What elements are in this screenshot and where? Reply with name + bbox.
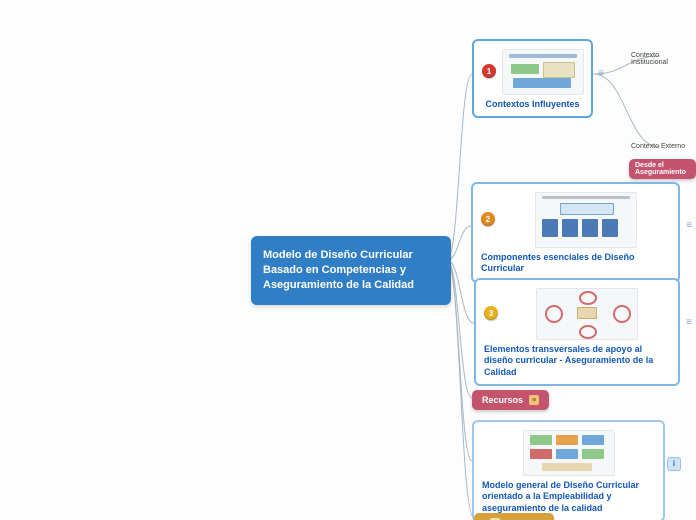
sub-label-institucional[interactable]: Contexto Institucional (631, 52, 696, 66)
card-modelo-general[interactable]: Modelo general de Diseño Curricular orie… (472, 420, 665, 520)
thumbnail-componentes (535, 192, 637, 248)
pill-bottom-partial[interactable]: • (474, 513, 554, 520)
number-badge-3: 3 (484, 306, 498, 320)
card-title: Modelo general de Diseño Curricular orie… (482, 480, 655, 514)
pill-recursos[interactable]: Recursos ≡ (472, 390, 549, 410)
thumbnail-modelo (523, 430, 615, 476)
card-title: Componentes esenciales de Diseño Curricu… (481, 252, 670, 275)
expand-icon[interactable]: ≡ (597, 69, 605, 79)
mindmap-stage: Modelo de Diseño Curricular Basado en Co… (0, 0, 696, 520)
pill-aseguramiento[interactable]: Desde el Aseguramiento (629, 159, 696, 179)
number-badge-1: 1 (482, 64, 496, 78)
pill-label: Desde el Aseguramiento (635, 162, 690, 176)
root-node[interactable]: Modelo de Diseño Curricular Basado en Co… (251, 236, 451, 305)
list-icon: ≡ (529, 395, 539, 405)
sub-label-externo[interactable]: Contexto Externo (631, 143, 685, 150)
info-badge[interactable]: i (667, 457, 681, 471)
thumbnail-contextos (502, 49, 584, 95)
expand-icon[interactable]: ≡ (685, 221, 693, 231)
expand-icon[interactable]: ≡ (685, 318, 693, 328)
card-componentes-esenciales[interactable]: 2 Componentes esenciales de Diseño Curri… (471, 182, 680, 283)
card-elementos-transversales[interactable]: 3 Elementos transversales de apoyo al di… (474, 278, 680, 386)
number-badge-2: 2 (481, 212, 495, 226)
card-title: Contextos Influyentes (482, 99, 583, 110)
card-title: Elementos transversales de apoyo al dise… (484, 344, 670, 378)
thumbnail-elementos (536, 288, 638, 340)
pill-label: Recursos (482, 395, 523, 405)
card-contextos-influyentes[interactable]: 1 Contextos Influyentes (472, 39, 593, 118)
